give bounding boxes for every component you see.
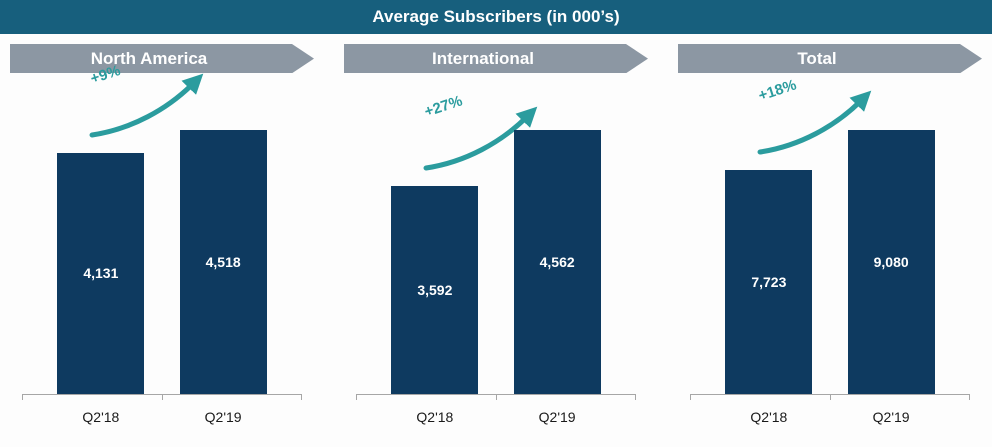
plot-area: +9% 4,131 4,518 [22,62,302,400]
title-banner: Average Subscribers (in 000’s) [0,0,992,34]
axis-tick [356,394,357,400]
axis-label-q2-19: Q2'19 [872,409,910,425]
axis-tick [22,394,23,400]
panel-header-banner: North America [10,44,314,73]
panel-header-banner: Total [678,44,982,73]
bar-value-label: 4,562 [539,254,575,270]
bar-chart: +18% 7,723 9,080 [678,73,982,437]
bar-chart: +27% 3,592 4,562 [344,73,648,437]
category-axis: Q2'18 Q2'19 [356,409,636,425]
bar-chart: +9% 4,131 4,518 [10,62,314,437]
page-title: Average Subscribers (in 000’s) [372,7,620,26]
category-axis: Q2'18 Q2'19 [22,409,302,425]
axis-label-q2-18: Q2'18 [416,409,454,425]
axis-tick [830,394,831,400]
bar-value-label: 7,723 [751,273,787,290]
bars-group: 7,723 9,080 [690,73,970,394]
bar-q2-18: 3,592 [391,186,479,394]
axis-label-q2-19: Q2'19 [204,409,242,425]
axis-tick [690,394,691,400]
axis-label-q2-19: Q2'19 [538,409,576,425]
plot-area: +18% 7,723 9,080 [690,73,970,400]
panel-total: Total +18% 7,723 9,080 [678,44,982,437]
panel-north-america: North America +9% 4,131 [10,44,314,437]
bar-value-label: 3,592 [417,282,453,299]
axis-tick [496,394,497,400]
bar-q2-19: 4,518 [179,130,267,394]
panel-title: International [431,48,534,68]
panel-header-banner: International [344,44,648,73]
axis-label-q2-18: Q2'18 [750,409,788,425]
panel-international: International +27% 3,592 [344,44,648,437]
panels-row: North America +9% 4,131 [0,34,992,437]
panel-title: North America [90,48,208,68]
panel-title: Total [797,48,837,68]
bar-value-label: 4,131 [83,265,119,282]
bars-group: 3,592 4,562 [356,73,636,394]
category-axis: Q2'18 Q2'19 [690,409,970,425]
bars-group: 4,131 4,518 [22,73,302,394]
bar-q2-19: 4,562 [513,130,601,394]
bar-value-label: 4,518 [205,254,241,270]
axis-tick [162,394,163,400]
bar-value-label: 9,080 [873,254,909,270]
axis-label-q2-18: Q2'18 [82,409,120,425]
bar-q2-19: 9,080 [847,130,935,394]
bar-q2-18: 7,723 [725,169,813,394]
bar-q2-18: 4,131 [57,152,145,394]
axis-tick [301,394,302,400]
axis-tick [969,394,970,400]
axis-tick [635,394,636,400]
plot-area: +27% 3,592 4,562 [356,73,636,400]
